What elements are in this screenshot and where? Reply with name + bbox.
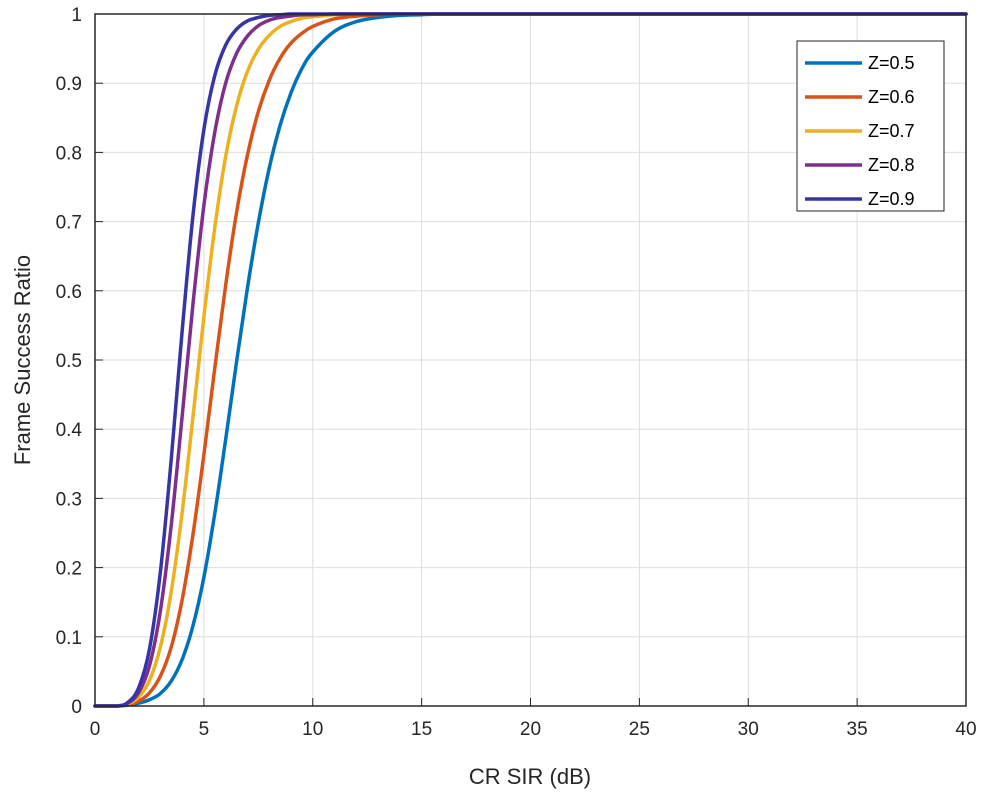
x-axis-label: CR SIR (dB) [469, 764, 591, 789]
y-axis-ticks: 0 0.1 0.2 0.3 0.4 0.5 0.6 0.7 0.8 0.9 1 [56, 5, 103, 718]
legend-label: Z=0.6 [868, 87, 915, 107]
y-tick-label: 0.8 [56, 143, 82, 164]
legend-label: Z=0.8 [868, 155, 915, 175]
x-tick-label: 5 [199, 719, 210, 740]
y-axis-label: Frame Success Ratio [10, 255, 35, 465]
y-tick-label: 0.9 [56, 74, 82, 95]
x-tick-label: 0 [90, 719, 101, 740]
x-tick-label: 25 [629, 719, 650, 740]
y-tick-label: 0.3 [56, 489, 82, 510]
y-tick-label: 0.1 [56, 628, 82, 649]
legend: Z=0.5 Z=0.6 Z=0.7 Z=0.8 Z=0.9 [796, 40, 945, 212]
x-tick-label: 10 [302, 719, 323, 740]
x-tick-label: 15 [411, 719, 432, 740]
y-tick-label: 0.4 [56, 420, 83, 441]
legend-label: Z=0.9 [868, 189, 915, 209]
y-tick-label: 0.7 [56, 213, 82, 234]
x-tick-label: 35 [847, 719, 868, 740]
x-tick-label: 30 [738, 719, 759, 740]
y-tick-label: 0.6 [56, 282, 82, 303]
y-tick-label: 0.5 [56, 351, 82, 372]
legend-box [796, 40, 945, 212]
y-tick-label: 0 [71, 697, 82, 718]
grid-lines [95, 14, 966, 706]
x-tick-label: 20 [520, 719, 541, 740]
x-axis-ticks: 0 5 10 15 20 25 30 35 40 [90, 698, 977, 740]
legend-label: Z=0.7 [868, 121, 915, 141]
legend-label: Z=0.5 [868, 53, 915, 73]
x-tick-label: 40 [955, 719, 976, 740]
y-tick-label: 0.2 [56, 559, 82, 580]
y-tick-label: 1 [71, 5, 82, 26]
